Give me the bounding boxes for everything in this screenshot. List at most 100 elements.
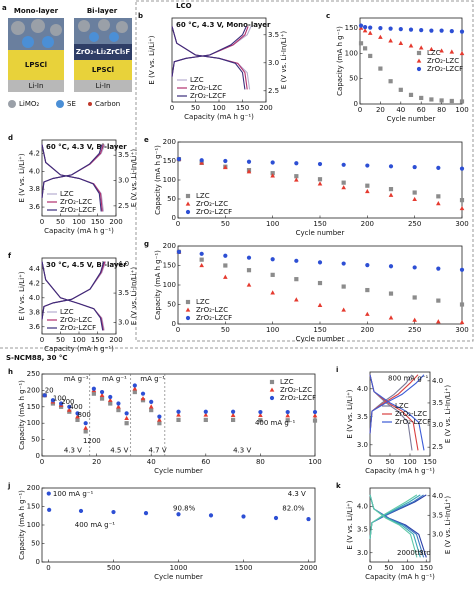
data-point (341, 307, 346, 312)
data-point (241, 514, 246, 519)
data-point (270, 171, 275, 176)
data-point (203, 409, 208, 414)
data-point (176, 512, 181, 517)
y2-axis-label: E (V vs. Li-In/Li⁺) (444, 385, 452, 443)
x-tick-label: 150 (91, 218, 104, 226)
x-tick-label: 0 (368, 564, 372, 572)
data-point (176, 417, 181, 423)
x-tick-label: 2000 (300, 564, 318, 572)
data-point (83, 425, 88, 430)
anode-layer (74, 80, 132, 92)
y2-axis-label: E (V vs. Li-In/Li⁺) (280, 31, 288, 89)
legend-label: LZC (190, 76, 204, 84)
data-point (46, 491, 51, 496)
plot-area (177, 141, 463, 219)
legend-label: ZrO₂-LZCF (60, 206, 96, 214)
y-tick-label: 200 (27, 386, 40, 394)
y-tick-label: 0 (36, 558, 40, 566)
data-point (418, 45, 424, 50)
data-point (294, 174, 299, 179)
legend-label: ZrO₂-LZCF (190, 92, 226, 100)
data-point (91, 391, 96, 396)
x-tick-label: 0 (40, 218, 44, 226)
x-axis-label: Capacity (mA h g⁻¹) (44, 227, 114, 235)
y2-tick-label: 4.0 (118, 260, 129, 268)
data-point (124, 421, 129, 426)
y2-tick-label: 3.0 (118, 318, 129, 326)
data-point (231, 417, 236, 423)
y-tick-label: 150 (163, 262, 176, 270)
layer-label: LPSCl (92, 66, 114, 74)
data-point (223, 253, 228, 258)
data-point (99, 389, 105, 395)
anode-layer (8, 80, 64, 92)
legend-label: ZrO₂-LZCF (196, 314, 232, 322)
annotation: 82.0% (282, 505, 305, 513)
x-axis-label: Cycle number (154, 467, 203, 475)
x-axis-label: Cycle number (296, 229, 345, 237)
legend-label: ZrO₂-LZC (60, 316, 92, 324)
data-point (367, 30, 373, 35)
data-point (398, 40, 404, 45)
data-point (270, 272, 275, 277)
data-point (459, 267, 465, 272)
plot-annotation: 60 °C, 4.3 V, Mono-layer (176, 21, 271, 29)
data-point (312, 418, 318, 423)
legend-label: ZrO₂-LZCF (395, 418, 431, 426)
data-line (369, 374, 425, 451)
data-point (449, 98, 454, 104)
y-tick-label: 4.0 (29, 294, 40, 302)
x-tick-label: 100 (401, 564, 414, 572)
data-point (317, 177, 323, 182)
data-point (108, 401, 113, 406)
data-point (199, 158, 204, 163)
plot-area (41, 487, 316, 563)
x-tick-label: 60 (417, 106, 426, 114)
data-point (75, 417, 80, 423)
y-tick-label: 100 (163, 176, 176, 184)
legend-label: SE (67, 100, 76, 108)
y-tick-label: 3.5 (357, 413, 368, 421)
legend-swatch (185, 307, 191, 312)
y2-tick-label: 4.0 (432, 492, 443, 500)
legend-label: LZC (60, 308, 74, 316)
data-point (107, 397, 113, 402)
x-tick-label: 100 (308, 458, 321, 466)
data-point (365, 311, 370, 316)
legend-label: Carbon (95, 100, 120, 108)
legend-label: ZrO₂-LZC (190, 84, 222, 92)
x-tick-label: 500 (107, 564, 120, 572)
x-tick-label: 0 (368, 458, 372, 466)
annotation: 4.3 V (233, 446, 251, 454)
annotation: 400 mA g⁻¹ (75, 521, 116, 529)
data-point (388, 291, 394, 296)
data-point (459, 198, 465, 203)
legend-label: LiMO₂ (19, 100, 39, 108)
data-point (176, 409, 181, 414)
data-point (408, 92, 414, 97)
y-tick-label: 100 (27, 419, 40, 427)
x-axis-label: Capacity (mA h g⁻¹) (365, 573, 435, 581)
y2-tick-label: 2.5 (118, 202, 129, 210)
data-point (199, 257, 204, 262)
x-tick-label: 0 (46, 564, 50, 572)
y-axis-label: E (V vs. Li/Li⁺) (18, 271, 26, 320)
x-tick-label: 50 (56, 218, 65, 226)
data-point (132, 389, 137, 395)
x-tick-label: 100 (403, 458, 416, 466)
x-tick-label: 20 (376, 106, 385, 114)
y-tick-label: 200 (27, 484, 40, 492)
data-point (91, 386, 96, 391)
annotation: 20 (45, 386, 54, 394)
data-point (258, 418, 263, 423)
y-axis-label: Capacity (mA h g⁻¹) (18, 380, 26, 450)
data-point (270, 173, 275, 178)
data-point (419, 95, 424, 101)
plot-area (41, 257, 117, 335)
particle (109, 32, 119, 42)
data-point (365, 287, 370, 293)
y-axis-label: E (V vs. Li/Li⁺) (18, 153, 26, 202)
data-point (246, 169, 252, 174)
data-point (246, 268, 252, 273)
data-point (388, 315, 394, 320)
